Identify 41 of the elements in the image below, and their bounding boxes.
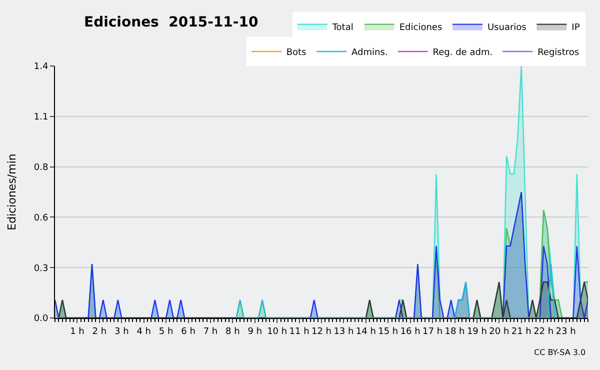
- legend-label: Registros: [538, 48, 580, 58]
- legend-label: Ediciones: [399, 22, 442, 33]
- legend-label: Usuarios: [487, 22, 527, 33]
- x-tick-label: 8 h: [226, 326, 240, 337]
- x-tick-label: 11 h: [289, 326, 310, 337]
- x-tick-label: 18 h: [444, 326, 465, 337]
- x-tick-label: 19 h: [466, 326, 487, 337]
- x-tick-label: 9 h: [248, 326, 262, 337]
- line-series: [236, 263, 556, 318]
- legend-label: Total: [331, 22, 354, 33]
- x-tick-label: 20 h: [489, 326, 510, 337]
- x-tick-label: 5 h: [158, 326, 174, 337]
- x-tick-label: 23 h: [556, 326, 576, 337]
- x-tick-label: 1 h: [70, 326, 84, 337]
- x-tick-label: 10 h: [267, 326, 288, 337]
- legend-label: IP: [572, 22, 580, 33]
- x-tick-label: 14 h: [356, 326, 376, 337]
- y-axis-title: Ediciones/min: [6, 154, 19, 230]
- y-tick-label: 0.0: [34, 314, 48, 324]
- x-tick-label: 4 h: [136, 326, 151, 337]
- x-tick-label: 3 h: [114, 326, 129, 337]
- x-tick-label: 16 h: [400, 326, 420, 337]
- legend-label: Bots: [286, 48, 307, 58]
- x-tick-label: 17 h: [422, 326, 443, 337]
- y-tick-label: 0.3: [34, 264, 48, 274]
- y-tick-label: 1.1: [34, 112, 48, 123]
- x-tick-label: 22 h: [534, 326, 554, 337]
- x-tick-label: 7 h: [203, 326, 218, 337]
- y-tick-label: 0.6: [34, 213, 48, 224]
- legend-label: Reg. de adm.: [432, 48, 493, 58]
- text: CC BY-SA 3.0: [534, 348, 586, 357]
- y-tick-label: 0.8: [34, 162, 48, 173]
- legend-label: Admins.: [352, 48, 388, 58]
- x-tick-label: 2 h: [92, 326, 107, 337]
- chart-title: Ediciones 2015-11-10: [84, 14, 258, 30]
- y-tick-label: 1.4: [34, 62, 48, 72]
- x-tick-label: 12 h: [311, 326, 332, 337]
- x-tick-label: 6 h: [181, 326, 196, 337]
- x-tick-label: 15 h: [378, 326, 398, 337]
- x-tick-label: 13 h: [334, 326, 354, 337]
- x-tick-label: 21 h: [511, 326, 532, 337]
